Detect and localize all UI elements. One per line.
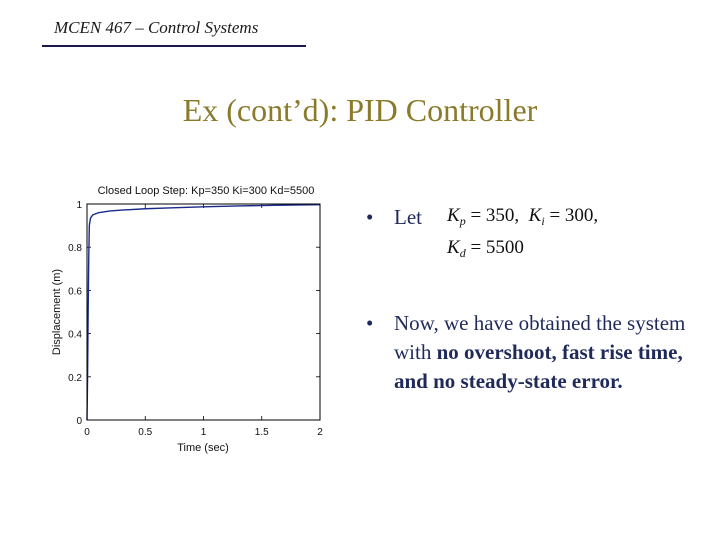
gain-kd: Kd = 5500	[447, 237, 524, 261]
kd-symbol: K	[447, 237, 460, 258]
result-plain: Now, we have obtained the system with	[394, 311, 686, 364]
kp-value: = 350,	[470, 205, 520, 226]
y-tick-label: 0.2	[68, 373, 82, 384]
x-tick-label: 0.5	[138, 427, 152, 438]
chart-title: Closed Loop Step: Kp=350 Ki=300 Kd=5500	[98, 185, 315, 197]
y-ticks: 0 0.2 0.4 0.6 0.8 1	[68, 200, 320, 427]
header-divider	[42, 45, 306, 47]
ki-symbol: K	[528, 205, 542, 226]
result-bold: no overshoot, fast rise time, and no ste…	[394, 340, 683, 393]
kp-symbol: K	[447, 205, 460, 226]
x-ticks: 0 0.5 1 1.5 2	[84, 204, 323, 438]
kd-value: = 5500	[470, 237, 524, 258]
y-tick-label: 0.8	[68, 243, 82, 254]
gain-kp-ki: Kp = 350, Ki = 300,	[447, 205, 598, 229]
kp-subscript: p	[459, 214, 466, 228]
ki-value: = 300,	[549, 205, 599, 226]
step-response-chart: Closed Loop Step: Kp=350 Ki=300 Kd=5500 …	[51, 185, 323, 454]
y-tick-label: 0	[76, 416, 82, 427]
bullet-result: • Now, we have obtained the system with n…	[366, 309, 686, 396]
plot-frame	[86, 203, 321, 421]
x-tick-label: 2	[317, 427, 323, 438]
kd-subscript: d	[459, 246, 466, 260]
bullet-let: • Let	[366, 205, 422, 230]
y-tick-label: 0.6	[68, 286, 82, 297]
ki-subscript: i	[541, 214, 545, 228]
let-label: Let	[394, 205, 422, 229]
bullet-dot: •	[366, 205, 374, 229]
y-tick-label: 1	[76, 200, 82, 211]
slide-title: Ex (cont’d): PID Controller	[182, 92, 538, 128]
course-title: MCEN 467 – Control Systems	[54, 18, 259, 37]
response-curve	[86, 203, 321, 421]
x-tick-label: 1	[201, 427, 207, 438]
x-tick-label: 0	[84, 427, 90, 438]
x-tick-label: 1.5	[255, 427, 269, 438]
x-axis-label: Time (sec)	[177, 442, 229, 454]
bullet-dot: •	[366, 311, 374, 335]
y-axis-label: Displacement (m)	[51, 269, 63, 355]
y-tick-label: 0.4	[68, 330, 82, 341]
